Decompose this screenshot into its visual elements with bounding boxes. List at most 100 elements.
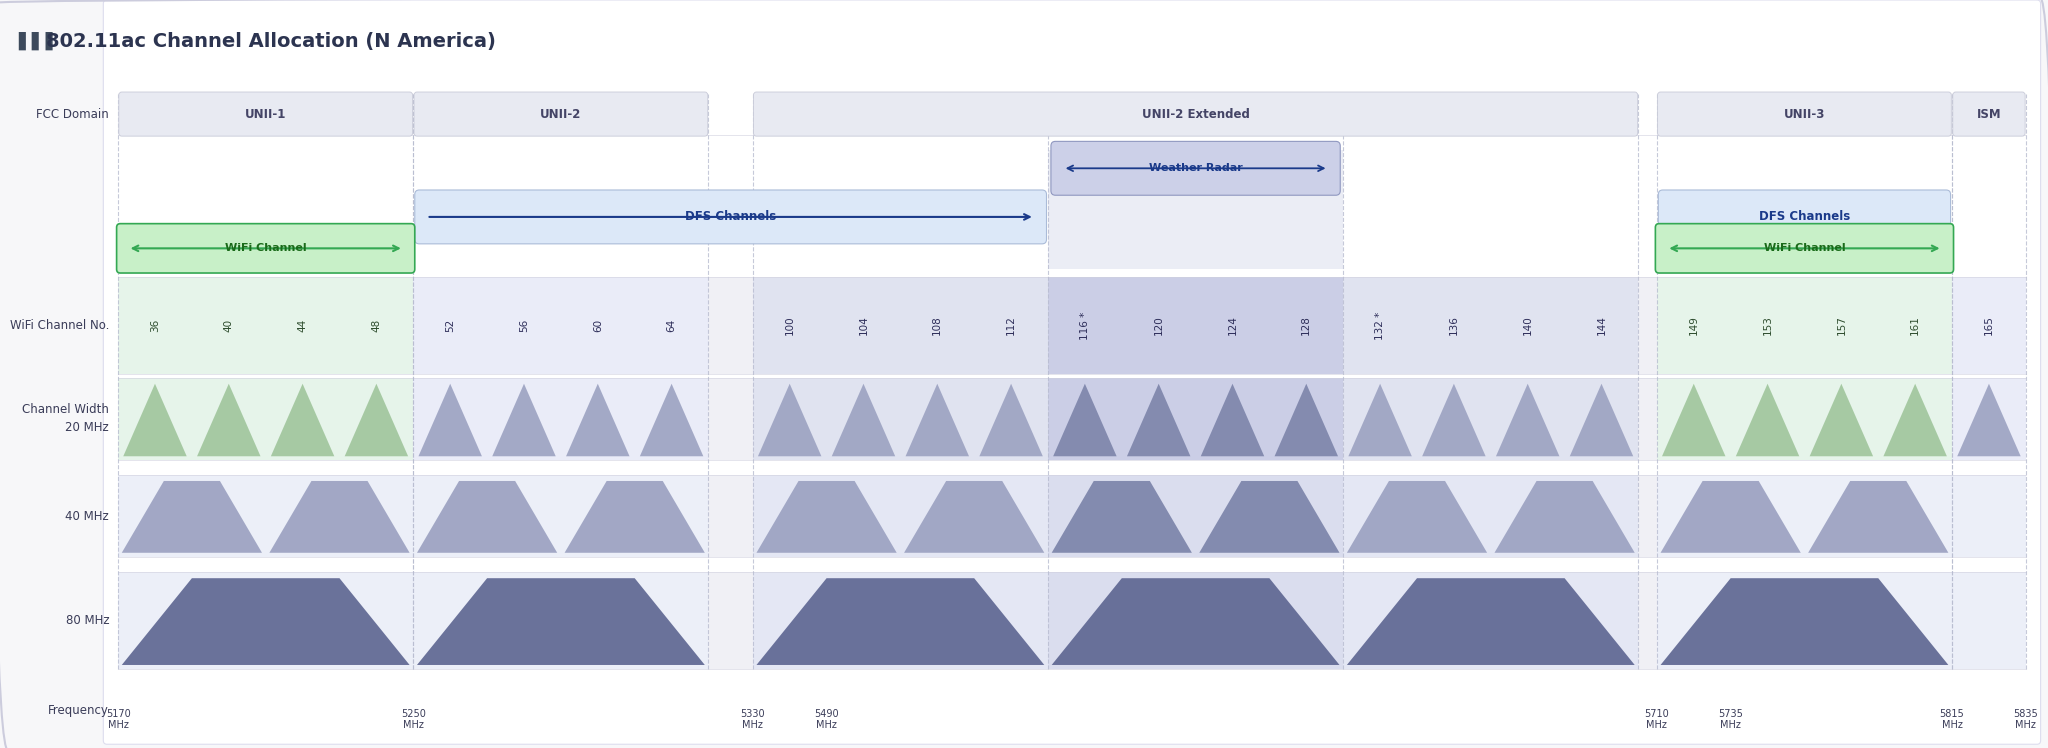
Polygon shape [1200,481,1339,553]
Polygon shape [1126,384,1190,456]
Polygon shape [123,384,186,456]
Polygon shape [270,481,410,553]
Text: Channel Width: Channel Width [23,403,109,417]
FancyBboxPatch shape [117,224,416,273]
Polygon shape [344,384,408,456]
Polygon shape [639,384,702,456]
Text: 153: 153 [1763,316,1774,335]
Polygon shape [756,481,897,553]
Text: Frequency: Frequency [49,704,109,717]
Text: 104: 104 [858,316,868,335]
Bar [754,572,1638,669]
FancyBboxPatch shape [754,92,1638,136]
Text: ▌▌▌: ▌▌▌ [18,32,59,50]
Text: 5490
MHz: 5490 MHz [815,709,840,730]
Polygon shape [1053,481,1192,553]
Bar [1657,572,2025,669]
Polygon shape [1663,384,1726,456]
Polygon shape [418,578,705,665]
FancyBboxPatch shape [119,92,412,136]
FancyBboxPatch shape [1659,190,1950,244]
Polygon shape [1737,384,1800,456]
Text: 40: 40 [223,319,233,332]
Text: 52: 52 [444,319,455,332]
Text: 20 MHz: 20 MHz [66,421,109,435]
Text: 5815
MHz: 5815 MHz [1939,709,1964,730]
Text: 116 *: 116 * [1079,311,1090,340]
Polygon shape [1200,384,1264,456]
Bar [1638,277,1657,374]
Text: 5735
MHz: 5735 MHz [1718,709,1743,730]
Text: 5330
MHz: 5330 MHz [741,709,766,730]
Polygon shape [1348,481,1487,553]
Bar [119,277,414,374]
Bar [709,475,754,557]
Polygon shape [270,384,334,456]
Bar [709,572,754,669]
Text: FCC Domain: FCC Domain [37,108,109,120]
Polygon shape [565,481,705,553]
Polygon shape [1884,384,1948,456]
Text: 132 *: 132 * [1374,311,1384,340]
Text: UNII-3: UNII-3 [1784,108,1825,120]
Bar [1343,277,1638,374]
Text: ISM: ISM [1976,108,2001,120]
Text: DFS Channels: DFS Channels [1759,210,1849,224]
Polygon shape [1808,481,1948,553]
Text: 64: 64 [666,319,676,332]
Polygon shape [1569,384,1632,456]
Bar [754,378,1049,460]
FancyBboxPatch shape [1051,141,1339,195]
Bar [414,378,709,460]
Bar [1343,378,1638,460]
Text: 100: 100 [784,316,795,335]
FancyBboxPatch shape [416,190,1047,244]
Polygon shape [756,578,1044,665]
Polygon shape [979,384,1042,456]
Text: 157: 157 [1837,316,1847,335]
Polygon shape [121,578,410,665]
Polygon shape [197,384,260,456]
Text: 120: 120 [1153,316,1163,335]
Bar [754,475,1638,557]
Bar [1049,572,1343,669]
Bar [709,277,754,374]
Polygon shape [492,384,555,456]
Bar [1049,277,1343,374]
Bar [414,277,709,374]
Polygon shape [758,384,821,456]
Bar [1638,378,1657,460]
Text: 165: 165 [1985,316,1995,335]
Polygon shape [1348,384,1411,456]
Polygon shape [1274,384,1337,456]
Bar [1049,475,1343,557]
Polygon shape [1958,384,2021,456]
Bar [119,378,414,460]
Bar [1657,475,2025,557]
Bar [1657,378,1952,460]
FancyBboxPatch shape [102,0,2040,744]
Bar [1952,277,2025,374]
Text: 128: 128 [1300,316,1311,335]
Polygon shape [1421,384,1485,456]
Text: 56: 56 [518,319,528,332]
Text: 5710
MHz: 5710 MHz [1645,709,1669,730]
Polygon shape [905,384,969,456]
Bar [1049,378,1343,460]
Text: WiFi Channel: WiFi Channel [1763,243,1845,254]
Text: DFS Channels: DFS Channels [684,210,776,224]
Text: 124: 124 [1227,316,1237,335]
Text: Weather Radar: Weather Radar [1149,163,1243,174]
Text: 40 MHz: 40 MHz [66,509,109,523]
Bar [709,378,754,460]
Text: WiFi Channel: WiFi Channel [225,243,307,254]
Text: 112: 112 [1006,316,1016,335]
Text: 161: 161 [1911,316,1921,335]
FancyBboxPatch shape [1954,92,2025,136]
Text: 144: 144 [1597,316,1606,335]
Bar [1952,378,2025,460]
Text: UNII-2 Extended: UNII-2 Extended [1141,108,1249,120]
Text: WiFi Channel No.: WiFi Channel No. [10,319,109,332]
Polygon shape [418,481,557,553]
Bar [1657,277,1952,374]
